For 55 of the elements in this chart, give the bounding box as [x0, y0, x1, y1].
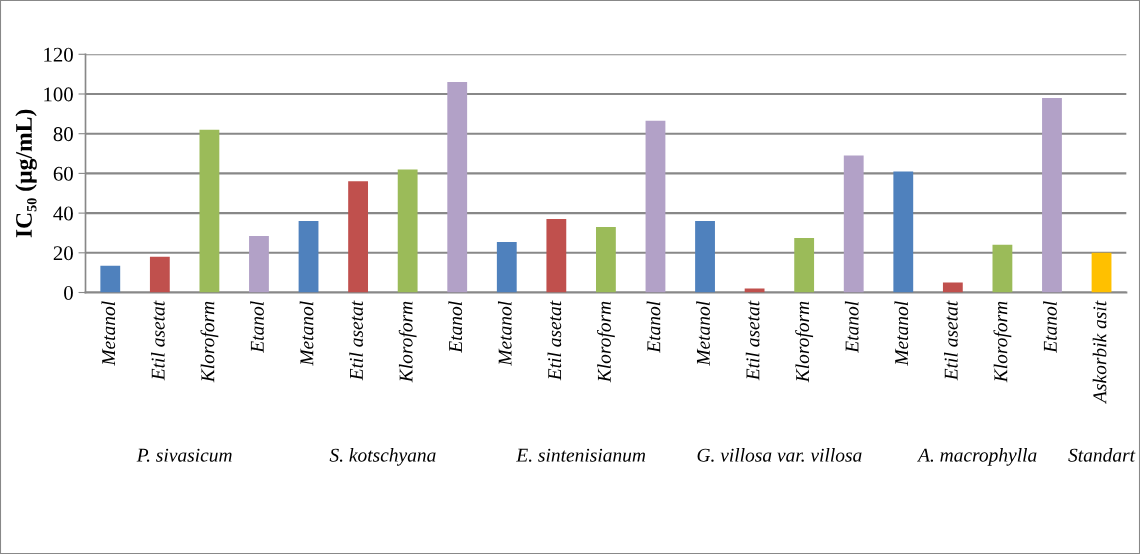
bar	[1042, 97, 1062, 293]
x-tick-label: Metanol	[894, 301, 909, 366]
x-tick-label: Etil asetat	[151, 300, 165, 381]
text: Standart	[1068, 448, 1136, 462]
y-tick-label: 60	[53, 166, 73, 181]
y-tick-label: 120	[44, 47, 73, 62]
x-tick-label: Etanol	[1043, 301, 1057, 353]
x-tick-label: Etil asetat	[745, 300, 760, 381]
x-tick-label: Etanol	[844, 301, 859, 353]
x-tick-label: Etanol	[646, 301, 661, 353]
x-tick-label: Kloroform	[200, 301, 219, 383]
y-tick-label: 0	[64, 285, 73, 300]
bar	[596, 227, 616, 293]
bar	[645, 120, 666, 293]
bar	[199, 129, 220, 293]
y-tick-label: 100	[44, 87, 73, 102]
bar	[249, 235, 269, 293]
bar	[843, 155, 864, 293]
x-tick-label: Metanol	[497, 301, 512, 366]
bar	[496, 241, 517, 293]
y-axis-title: IC₅₀ (µg/mL)	[15, 109, 37, 238]
text: E. sintenisianum	[516, 448, 646, 462]
x-tick-label: Kloroform	[795, 301, 814, 383]
x-tick-label: Metanol	[299, 301, 314, 366]
x-tick-label: Askorbik asit	[1092, 300, 1107, 404]
bar	[942, 282, 963, 293]
bar	[546, 219, 567, 293]
bar	[397, 169, 418, 293]
text: S. kotschyana	[329, 448, 436, 466]
bar	[298, 221, 319, 293]
text: G. villosa var. villosa	[697, 448, 862, 462]
x-tick-label: Etil asetat	[349, 300, 363, 381]
text: A. macrophylla	[916, 448, 1037, 466]
bar	[149, 256, 170, 293]
bar	[695, 221, 715, 293]
x-tick-label: Kloroform	[398, 301, 417, 383]
x-tick-label: Metanol	[101, 301, 116, 366]
y-tick-label: 20	[53, 246, 73, 261]
bar	[794, 237, 815, 293]
bar	[893, 171, 914, 293]
bar	[447, 82, 468, 293]
x-tick-label: Etil asetat	[944, 300, 958, 381]
x-tick-label: Etanol	[448, 301, 463, 353]
x-tick-label: Kloroform	[596, 301, 615, 383]
bar	[1091, 252, 1112, 293]
text: P. sivasicum	[136, 448, 232, 462]
x-tick-label: Metanol	[696, 301, 710, 366]
x-tick-label: Kloroform	[993, 301, 1012, 383]
bar	[348, 181, 369, 293]
y-tick-label: 40	[53, 206, 73, 221]
x-tick-label: Etil asetat	[547, 300, 562, 381]
bar	[100, 265, 121, 293]
x-tick-label: Etanol	[250, 301, 264, 353]
bar	[992, 244, 1013, 293]
y-tick-label: 80	[53, 127, 73, 142]
